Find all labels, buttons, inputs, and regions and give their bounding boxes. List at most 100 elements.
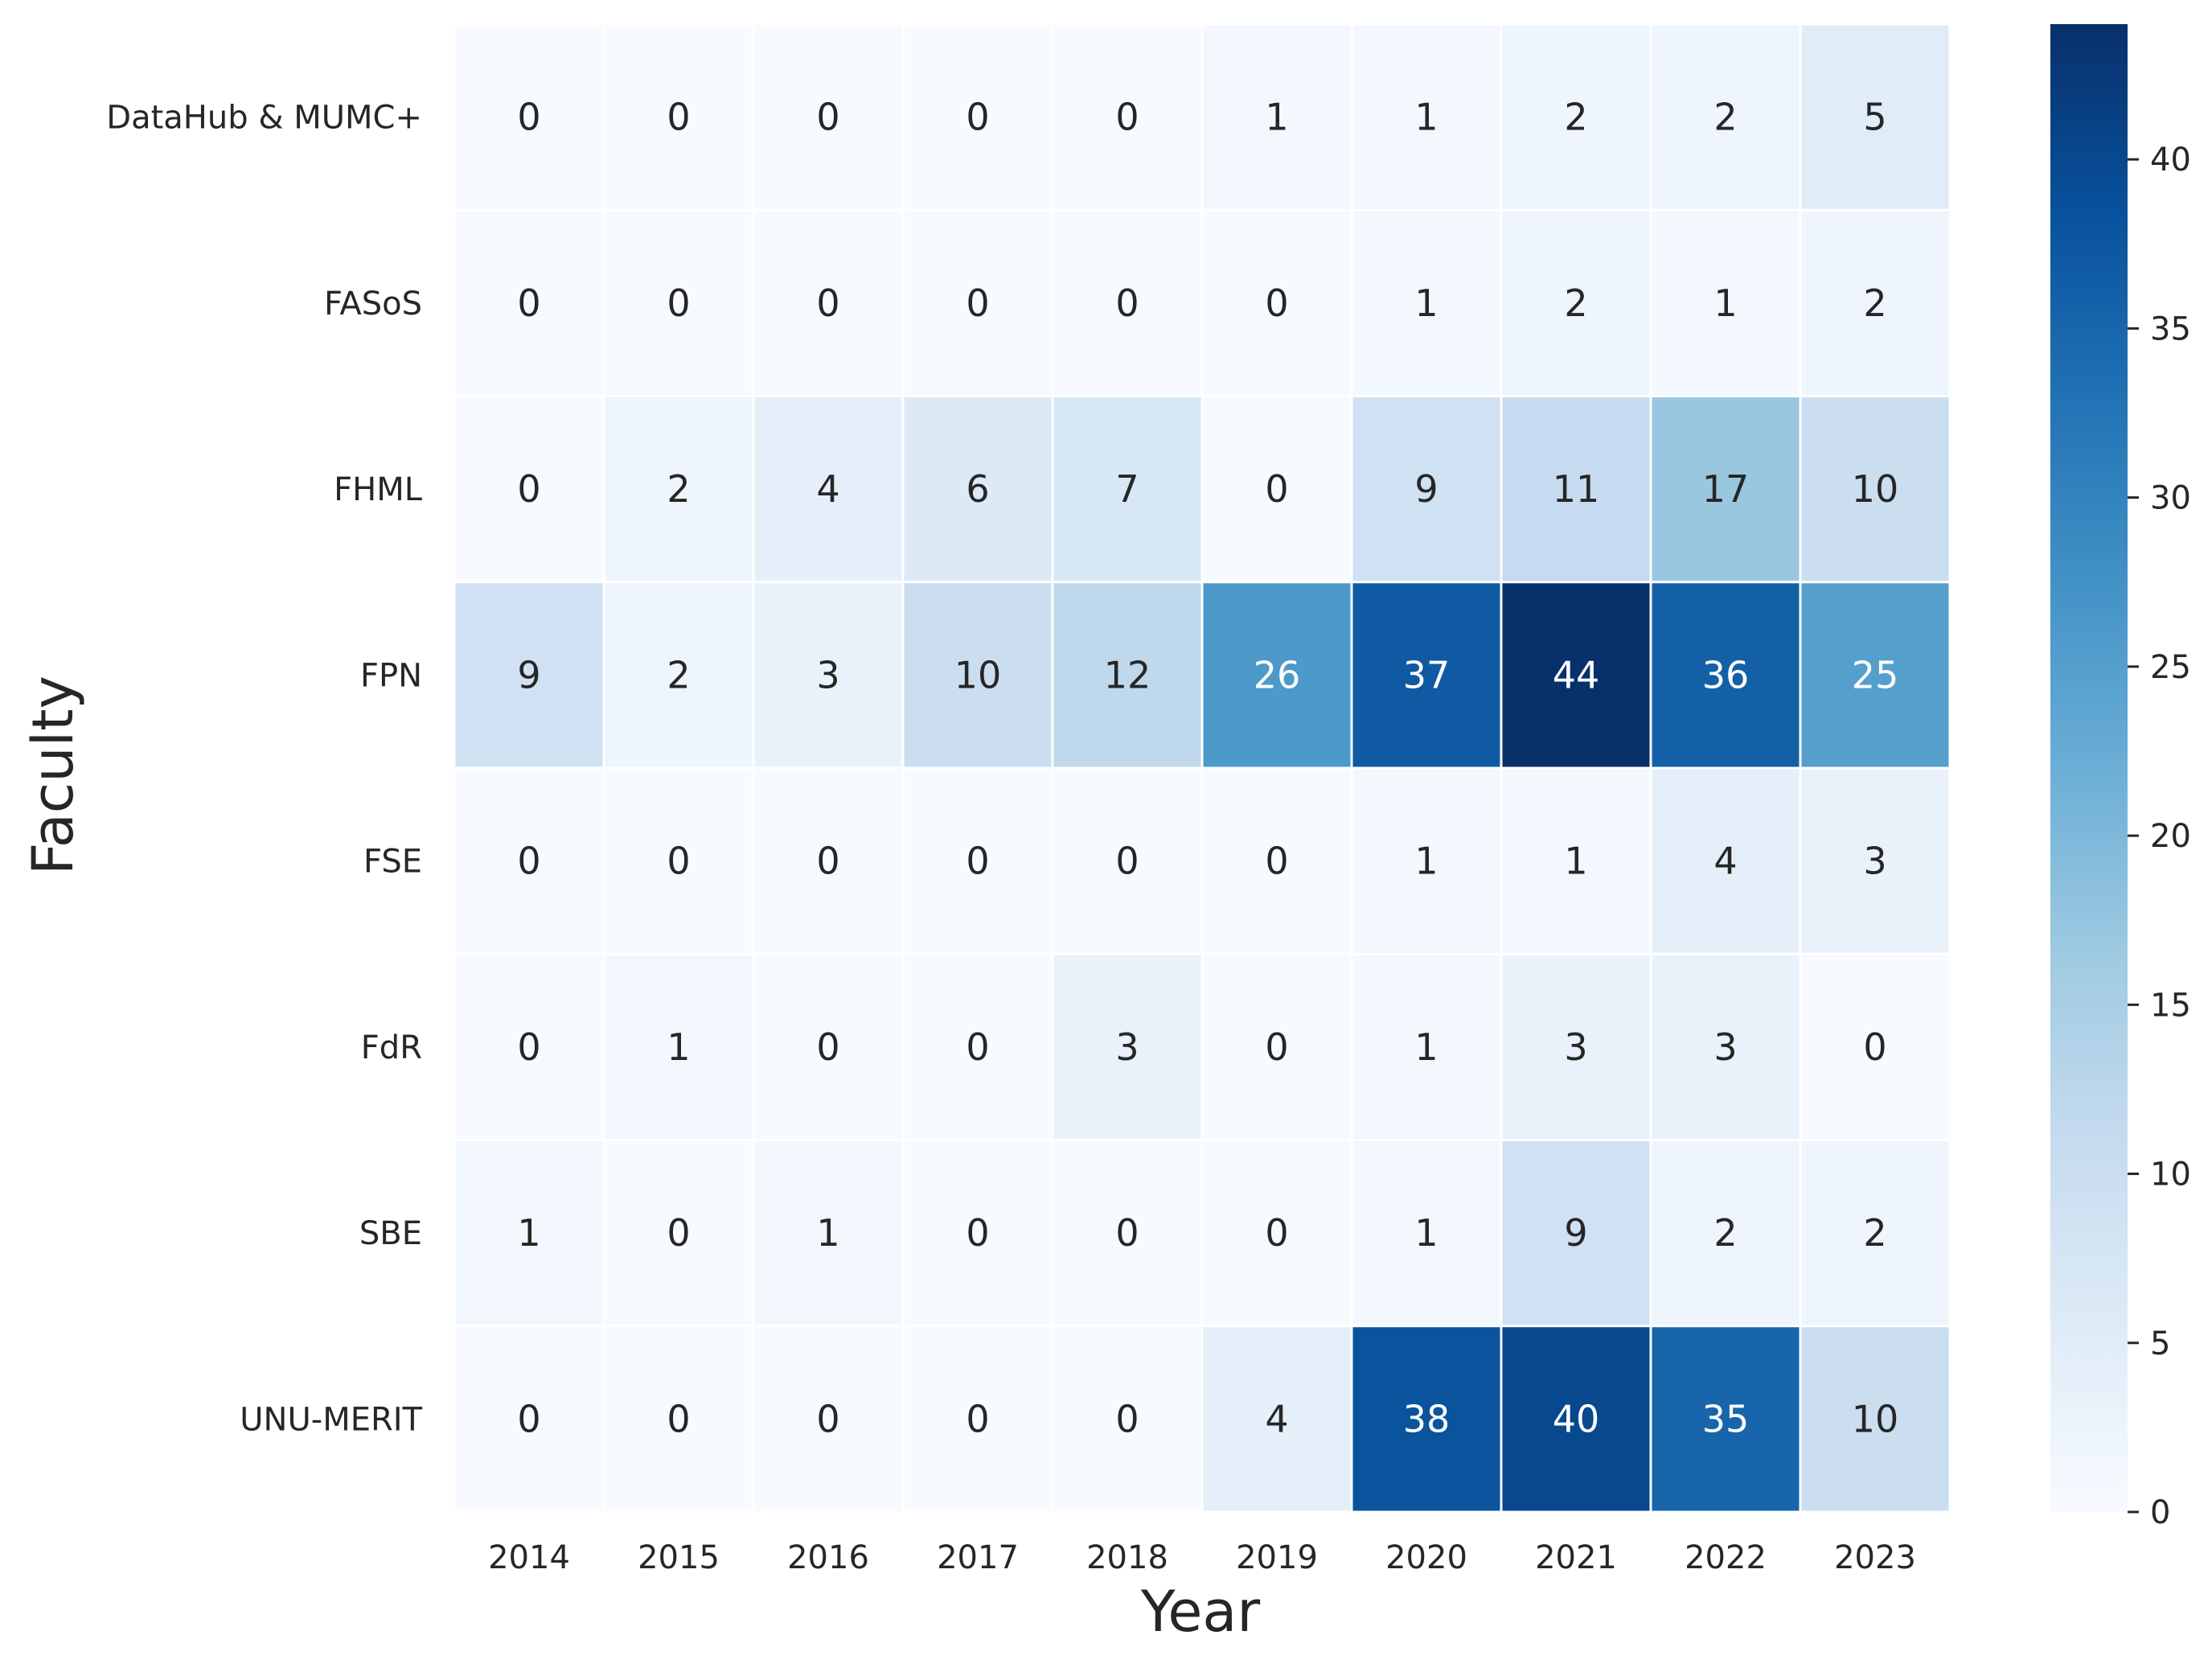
cell-value-label: 2 bbox=[667, 653, 690, 696]
heatmap-cell bbox=[1799, 395, 1951, 584]
cell-value-label: 0 bbox=[667, 1211, 690, 1255]
heatmap-cell bbox=[1200, 581, 1353, 770]
colorbar-tick-label: 30 bbox=[2150, 480, 2191, 517]
heatmap-cell bbox=[602, 208, 755, 397]
cell-value-label: 0 bbox=[517, 96, 540, 139]
heatmap-cells bbox=[453, 23, 1951, 1514]
colorbar-tick-label: 15 bbox=[2150, 987, 2191, 1024]
x-tick-label: 2020 bbox=[1385, 1539, 1467, 1576]
x-tick-label: 2018 bbox=[1086, 1539, 1168, 1576]
cell-value-label: 0 bbox=[816, 1397, 839, 1440]
heatmap-cell bbox=[752, 23, 905, 212]
x-tick-label: 2023 bbox=[1834, 1539, 1916, 1576]
cell-value-label: 1 bbox=[1414, 1211, 1438, 1255]
cell-value-label: 0 bbox=[816, 281, 839, 325]
cell-value-label: 9 bbox=[517, 653, 540, 696]
cell-value-label: 0 bbox=[1863, 1025, 1886, 1069]
cell-value-label: 0 bbox=[966, 281, 989, 325]
cell-value-label: 17 bbox=[1702, 467, 1750, 511]
heatmap-cell bbox=[1500, 766, 1652, 955]
heatmap-cell bbox=[1200, 1139, 1353, 1328]
cell-value-label: 6 bbox=[966, 467, 989, 511]
cell-value-label: 5 bbox=[1863, 96, 1886, 139]
heatmap-cell bbox=[752, 395, 905, 584]
cell-value-label: 0 bbox=[667, 96, 690, 139]
heatmap-cell bbox=[1350, 1139, 1503, 1328]
cell-value-label: 12 bbox=[1104, 653, 1151, 696]
cell-value-label: 10 bbox=[954, 653, 1002, 696]
cell-value-label: 37 bbox=[1403, 653, 1451, 696]
cell-value-label: 35 bbox=[1702, 1397, 1750, 1440]
cell-value-label: 2 bbox=[1713, 96, 1737, 139]
heatmap-cell bbox=[1649, 581, 1802, 770]
colorbar-tick-label: 40 bbox=[2150, 142, 2191, 179]
colorbar-tick-label: 35 bbox=[2150, 310, 2191, 347]
heatmap-cell bbox=[1051, 952, 1204, 1141]
cell-value-label: 0 bbox=[966, 96, 989, 139]
heatmap-cell bbox=[1649, 1139, 1802, 1328]
cell-value-label: 0 bbox=[966, 1397, 989, 1440]
cell-value-label: 0 bbox=[1265, 467, 1288, 511]
cell-value-label: 0 bbox=[816, 840, 839, 883]
cell-value-label: 0 bbox=[517, 1025, 540, 1069]
cell-value-labels: 0 0 0 0 0 1 1 2 2 50 0 0 0 0 0 1 2 1 20 2 4 6 7 0 9 11 17 109 2 3 10 12… bbox=[517, 96, 1898, 1441]
heatmap-cell bbox=[1649, 1325, 1802, 1514]
heatmap-cell bbox=[453, 1139, 605, 1328]
cell-value-label: 4 bbox=[1713, 840, 1737, 883]
heatmap-cell bbox=[1500, 23, 1652, 212]
heatmap-cell bbox=[1200, 766, 1353, 955]
cell-value-label: 1 bbox=[1564, 840, 1587, 883]
cell-value-label: 2 bbox=[1863, 281, 1886, 325]
cell-value-label: 1 bbox=[667, 1025, 690, 1069]
cell-value-label: 3 bbox=[816, 653, 839, 696]
cell-value-label: 0 bbox=[816, 96, 839, 139]
x-tick-label: 2019 bbox=[1236, 1539, 1318, 1576]
y-tick-label: FPN bbox=[360, 657, 422, 694]
cell-value-label: 0 bbox=[667, 840, 690, 883]
cell-value-label: 0 bbox=[667, 281, 690, 325]
cell-value-label: 0 bbox=[517, 1397, 540, 1440]
cell-value-label: 9 bbox=[1414, 467, 1438, 511]
heatmap-cell bbox=[901, 1139, 1054, 1328]
y-tick-label: DataHub & MUMC+ bbox=[106, 100, 422, 137]
cell-value-label: 2 bbox=[1564, 96, 1587, 139]
cell-value-label: 0 bbox=[1115, 1397, 1139, 1440]
heatmap-cell bbox=[752, 1325, 905, 1514]
heatmap-cell bbox=[1799, 581, 1951, 770]
x-tick-label: 2014 bbox=[488, 1539, 570, 1576]
cell-value-label: 0 bbox=[667, 1397, 690, 1440]
x-tick-label: 2021 bbox=[1535, 1539, 1617, 1576]
heatmap-cell bbox=[602, 1325, 755, 1514]
cell-value-label: 0 bbox=[966, 1025, 989, 1069]
heatmap-cell bbox=[1051, 766, 1204, 955]
x-tick-label: 2016 bbox=[787, 1539, 869, 1576]
colorbar-tick-label: 5 bbox=[2150, 1325, 2170, 1362]
heatmap-cell bbox=[752, 952, 905, 1141]
heatmap-cell bbox=[602, 766, 755, 955]
cell-value-label: 10 bbox=[1852, 1397, 1899, 1440]
y-axis-title: Faculty bbox=[20, 676, 86, 875]
heatmap-cell bbox=[1799, 766, 1951, 955]
cell-value-label: 1 bbox=[1713, 281, 1737, 325]
heatmap-cell bbox=[1500, 208, 1652, 397]
cell-value-label: 2 bbox=[1713, 1211, 1737, 1255]
cell-value-label: 2 bbox=[667, 467, 690, 511]
heatmap-cell bbox=[453, 952, 605, 1141]
cell-value-label: 36 bbox=[1702, 653, 1750, 696]
cell-value-label: 0 bbox=[966, 1211, 989, 1255]
cell-value-label: 0 bbox=[816, 1025, 839, 1069]
cell-value-label: 0 bbox=[1115, 96, 1139, 139]
heatmap-cell bbox=[1200, 952, 1353, 1141]
cell-value-label: 2 bbox=[1564, 281, 1587, 325]
heatmap-cell bbox=[1500, 1325, 1652, 1514]
cell-value-label: 7 bbox=[1115, 467, 1139, 511]
cell-value-label: 25 bbox=[1852, 653, 1899, 696]
colorbar-tick-label: 25 bbox=[2150, 649, 2191, 686]
x-axis-title: Year bbox=[1140, 1579, 1260, 1645]
y-tick-label: FASoS bbox=[324, 286, 422, 323]
y-tick-label: FSE bbox=[363, 844, 422, 881]
cell-value-label: 1 bbox=[1414, 840, 1438, 883]
colorbar-gradient bbox=[2050, 24, 2128, 1512]
cell-value-label: 3 bbox=[1863, 840, 1886, 883]
heatmap-cell bbox=[1051, 1325, 1204, 1514]
